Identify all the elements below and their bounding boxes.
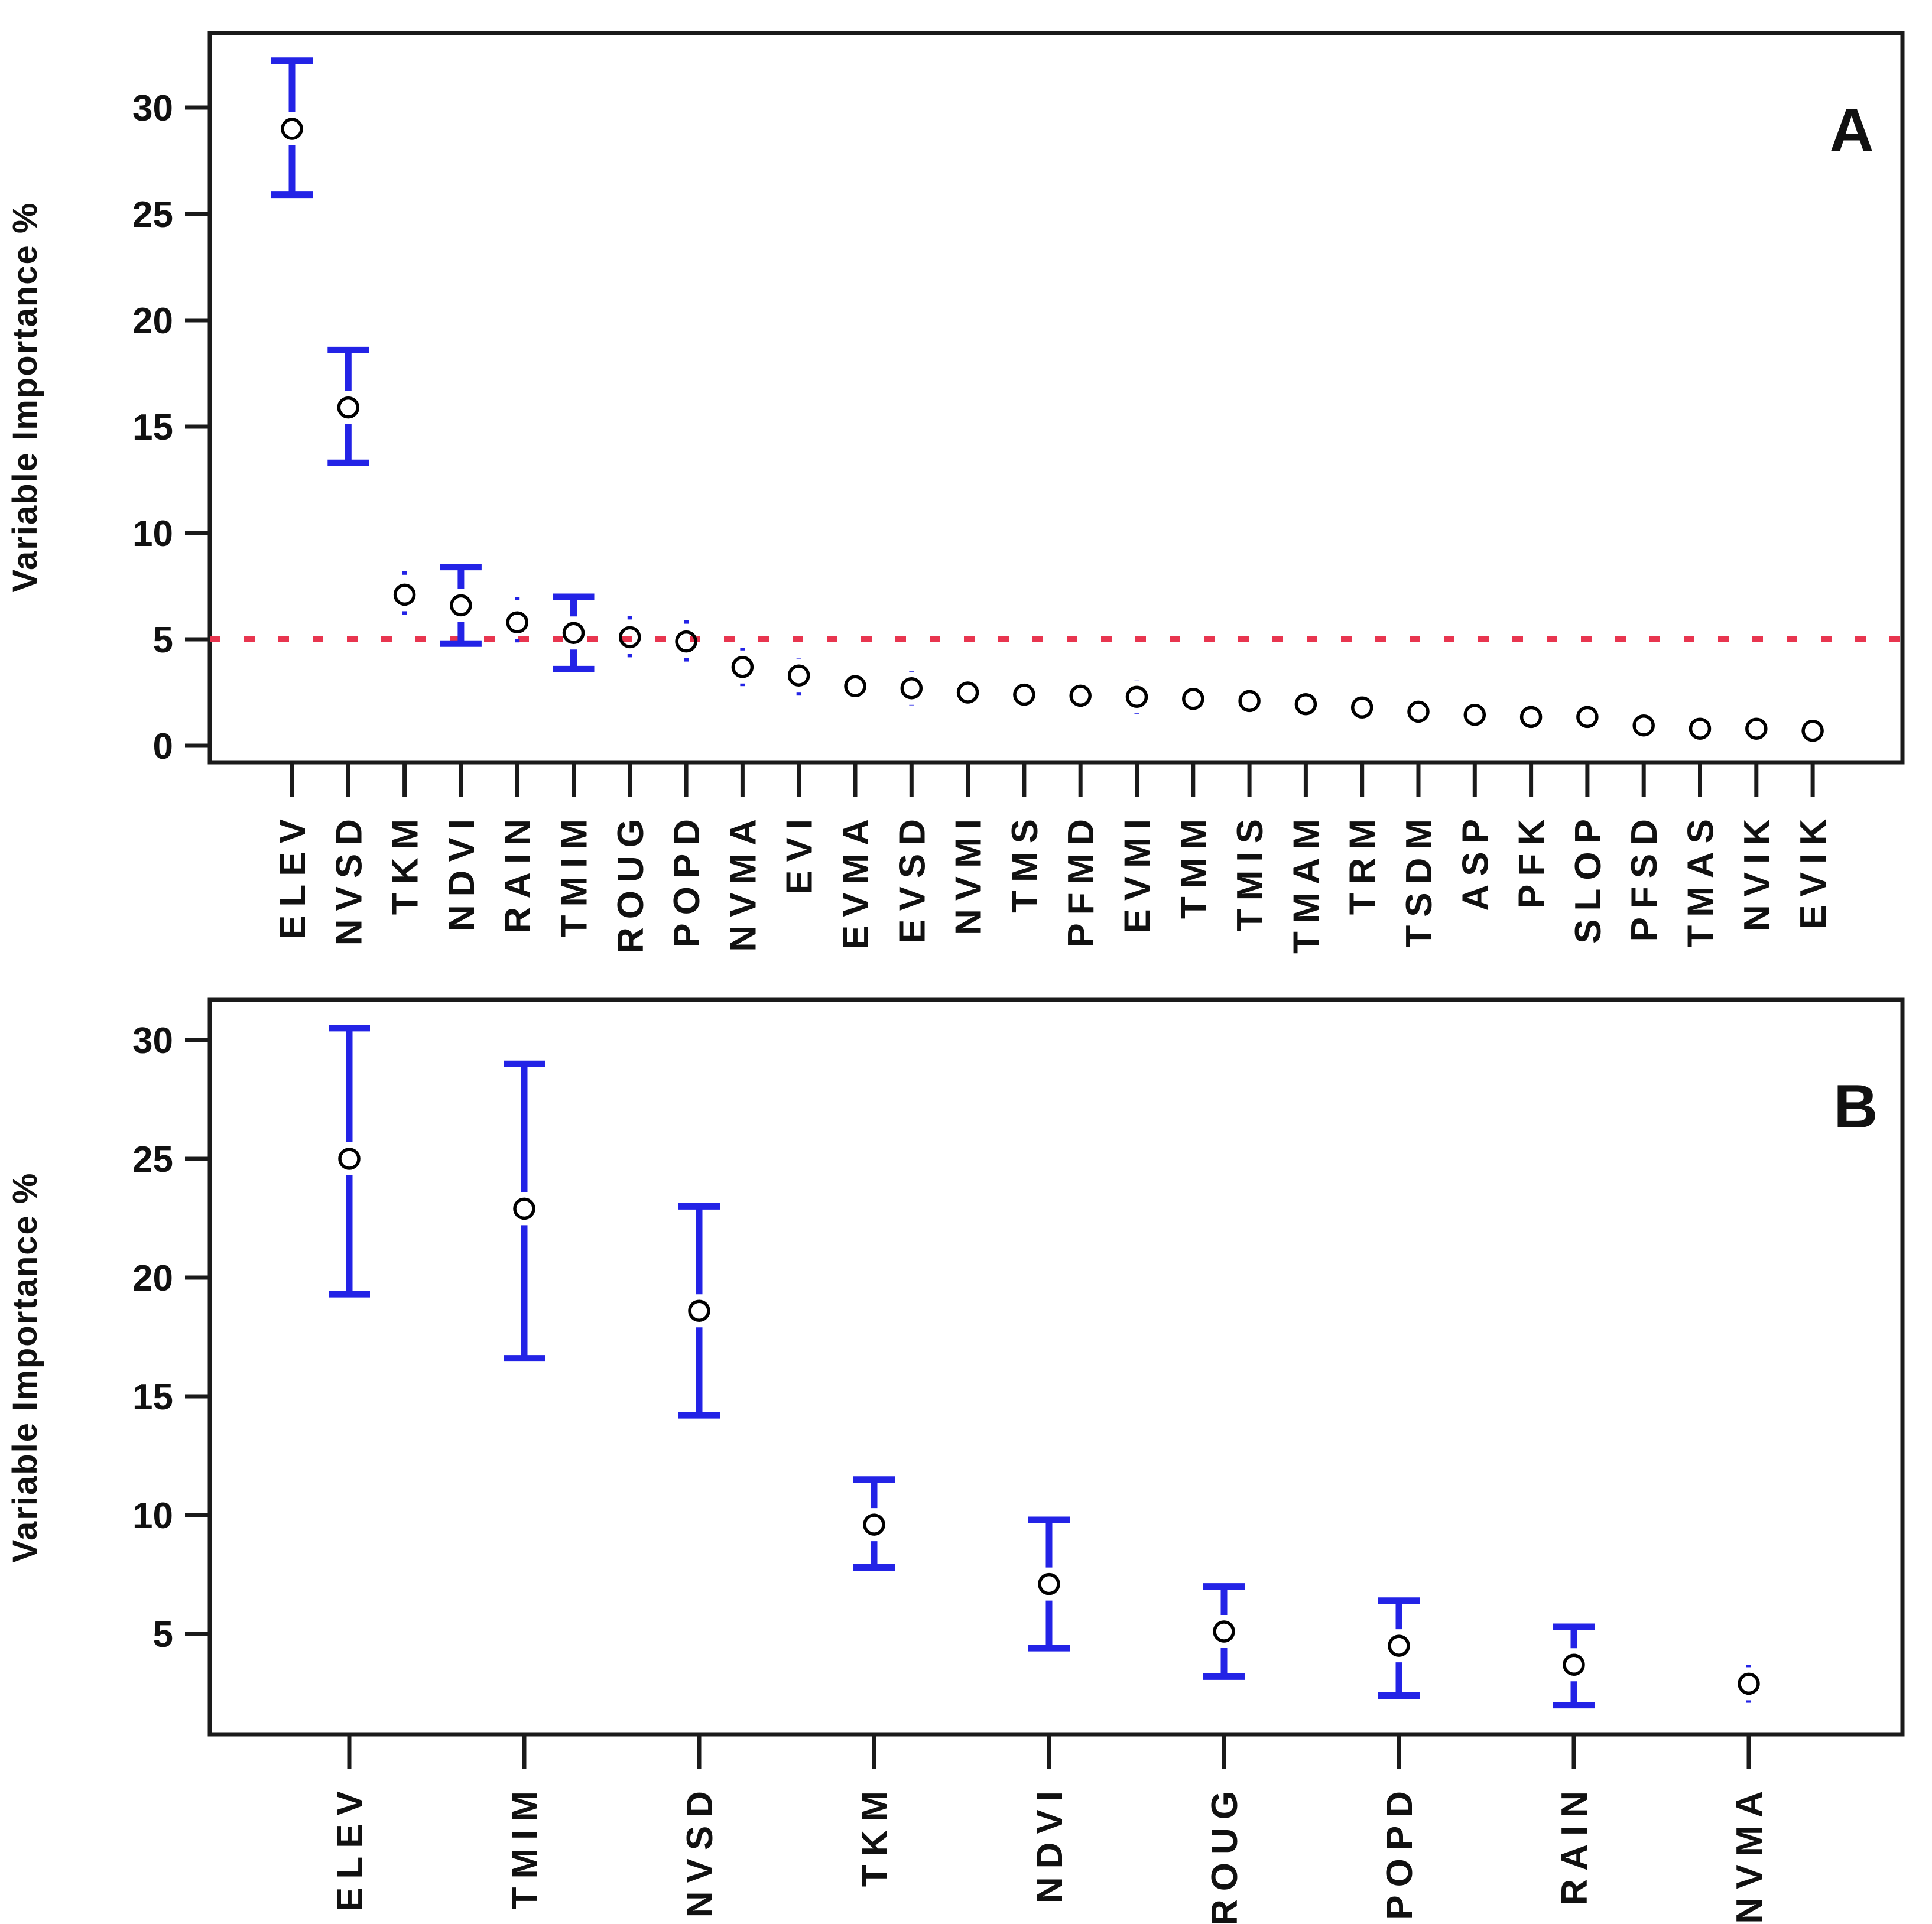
y-tick-label: 25 <box>132 1139 173 1180</box>
data-point-PFK <box>1519 706 1543 729</box>
x-tick-label-NVSD: NVSD <box>680 1783 720 1918</box>
x-tick-label-EVSD: EVSD <box>892 811 933 944</box>
data-point-TMM <box>1182 688 1204 710</box>
data-point-ROUG <box>1213 1620 1235 1643</box>
y-tick-label: 30 <box>132 88 173 129</box>
x-tick-label-EVI: EVI <box>780 811 820 895</box>
y-axis-title: Variable Importance % <box>6 1172 44 1563</box>
x-tick-label-PFK: PFK <box>1512 811 1553 909</box>
y-tick-label: 30 <box>132 1020 173 1061</box>
data-point-NVIK <box>1745 717 1768 740</box>
data-point-EVMI <box>1125 685 1148 708</box>
x-tick-label-TMIM: TMIM <box>554 811 595 937</box>
data-point-EVI <box>787 664 810 687</box>
y-tick-label: 15 <box>132 407 173 448</box>
x-tick-label-ASP: ASP <box>1455 811 1496 911</box>
x-tick-label-TMIS: TMIS <box>1230 811 1271 931</box>
data-point-EVMA <box>844 675 866 697</box>
x-tick-label-ELEV: ELEV <box>330 1783 371 1912</box>
data-point-TMIM <box>513 1197 535 1220</box>
data-point-ELEV <box>338 1148 361 1170</box>
data-point-NVMI <box>956 681 979 704</box>
data-point-NVSD <box>688 1299 710 1322</box>
x-tick-label-NVMI: NVMI <box>949 811 989 935</box>
data-point-TSDM <box>1407 700 1430 723</box>
y-tick-label: 15 <box>132 1377 173 1418</box>
x-tick-label-NVMA: NVMA <box>723 811 764 952</box>
data-point-ASP <box>1463 704 1486 726</box>
data-point-NVSD <box>337 396 360 419</box>
data-point-NDVI <box>450 594 472 617</box>
data-point-EVSD <box>900 677 923 700</box>
x-tick-label-NDVI: NDVI <box>1030 1783 1070 1903</box>
data-point-TMIM <box>562 622 585 644</box>
x-tick-label-TSDM: TSDM <box>1399 811 1440 948</box>
x-tick-label-ELEV: ELEV <box>272 811 313 940</box>
panel-letter-B: B <box>1833 1072 1878 1141</box>
x-tick-label-NVIK: NVIK <box>1737 811 1778 931</box>
y-axis-title: Variable Importance % <box>6 202 44 593</box>
data-point-NVMA <box>1738 1672 1760 1695</box>
x-tick-label-NVSD: NVSD <box>329 811 369 945</box>
data-point-TMIS <box>1238 690 1261 713</box>
data-point-TKM <box>863 1513 885 1536</box>
x-tick-label-ROUG: ROUG <box>611 811 651 954</box>
data-point-TMS <box>1013 683 1035 706</box>
x-tick-label-ROUG: ROUG <box>1204 1783 1245 1924</box>
data-point-NVMA <box>731 656 754 678</box>
data-point-NDVI <box>1038 1572 1060 1595</box>
y-tick-label: 5 <box>153 1614 173 1655</box>
y-tick-label: 5 <box>153 620 173 661</box>
x-tick-label-TMM: TMM <box>1174 811 1215 919</box>
y-tick-label: 10 <box>132 1496 173 1536</box>
x-tick-label-EVIK: EVIK <box>1793 811 1834 930</box>
data-point-PFMD <box>1069 684 1092 707</box>
y-tick-label: 0 <box>153 726 173 767</box>
data-point-ROUG <box>619 626 641 649</box>
x-tick-label-EVMA: EVMA <box>836 811 876 950</box>
data-point-RAIN <box>506 611 528 633</box>
data-point-TRM <box>1350 696 1373 719</box>
panel-letter-A: A <box>1829 96 1873 165</box>
x-tick-label-TKM: TKM <box>855 1783 895 1887</box>
data-point-TMAS <box>1689 717 1712 740</box>
plot-box-B <box>207 997 1905 1737</box>
data-point-PFSD <box>1632 714 1655 737</box>
y-tick-label: 20 <box>132 301 173 342</box>
x-tick-label-TMS: TMS <box>1005 811 1045 913</box>
x-tick-label-TMAM: TMAM <box>1286 811 1327 954</box>
data-point-SLOP <box>1576 706 1599 729</box>
data-point-ELEV <box>281 118 303 140</box>
data-point-TMAM <box>1294 693 1317 716</box>
data-point-TKM <box>393 583 416 606</box>
data-point-EVIK <box>1801 720 1824 742</box>
x-tick-label-RAIN: RAIN <box>498 811 538 934</box>
plot-box-A <box>207 31 1905 765</box>
y-tick-label: 10 <box>132 514 173 554</box>
data-point-POPD <box>675 630 697 653</box>
x-tick-label-PFSD: PFSD <box>1624 811 1665 941</box>
x-tick-label-SLOP: SLOP <box>1568 811 1609 944</box>
data-point-RAIN <box>1563 1653 1585 1676</box>
x-tick-label-NVMA: NVMA <box>1729 1783 1770 1924</box>
x-tick-label-POPD: POPD <box>1379 1783 1420 1920</box>
data-point-POPD <box>1388 1634 1410 1657</box>
x-tick-label-TMIM: TMIM <box>505 1783 545 1909</box>
x-tick-label-TMAS: TMAS <box>1681 811 1722 948</box>
x-tick-label-RAIN: RAIN <box>1554 1783 1595 1906</box>
x-tick-label-PFMD: PFMD <box>1061 811 1102 948</box>
y-tick-label: 20 <box>132 1258 173 1299</box>
y-tick-label: 25 <box>132 194 173 235</box>
x-tick-label-TRM: TRM <box>1343 811 1384 915</box>
x-tick-label-EVMI: EVMI <box>1118 811 1158 934</box>
x-tick-label-TKM: TKM <box>385 811 426 915</box>
x-tick-label-POPD: POPD <box>667 811 707 948</box>
x-tick-label-NDVI: NDVI <box>441 811 482 931</box>
